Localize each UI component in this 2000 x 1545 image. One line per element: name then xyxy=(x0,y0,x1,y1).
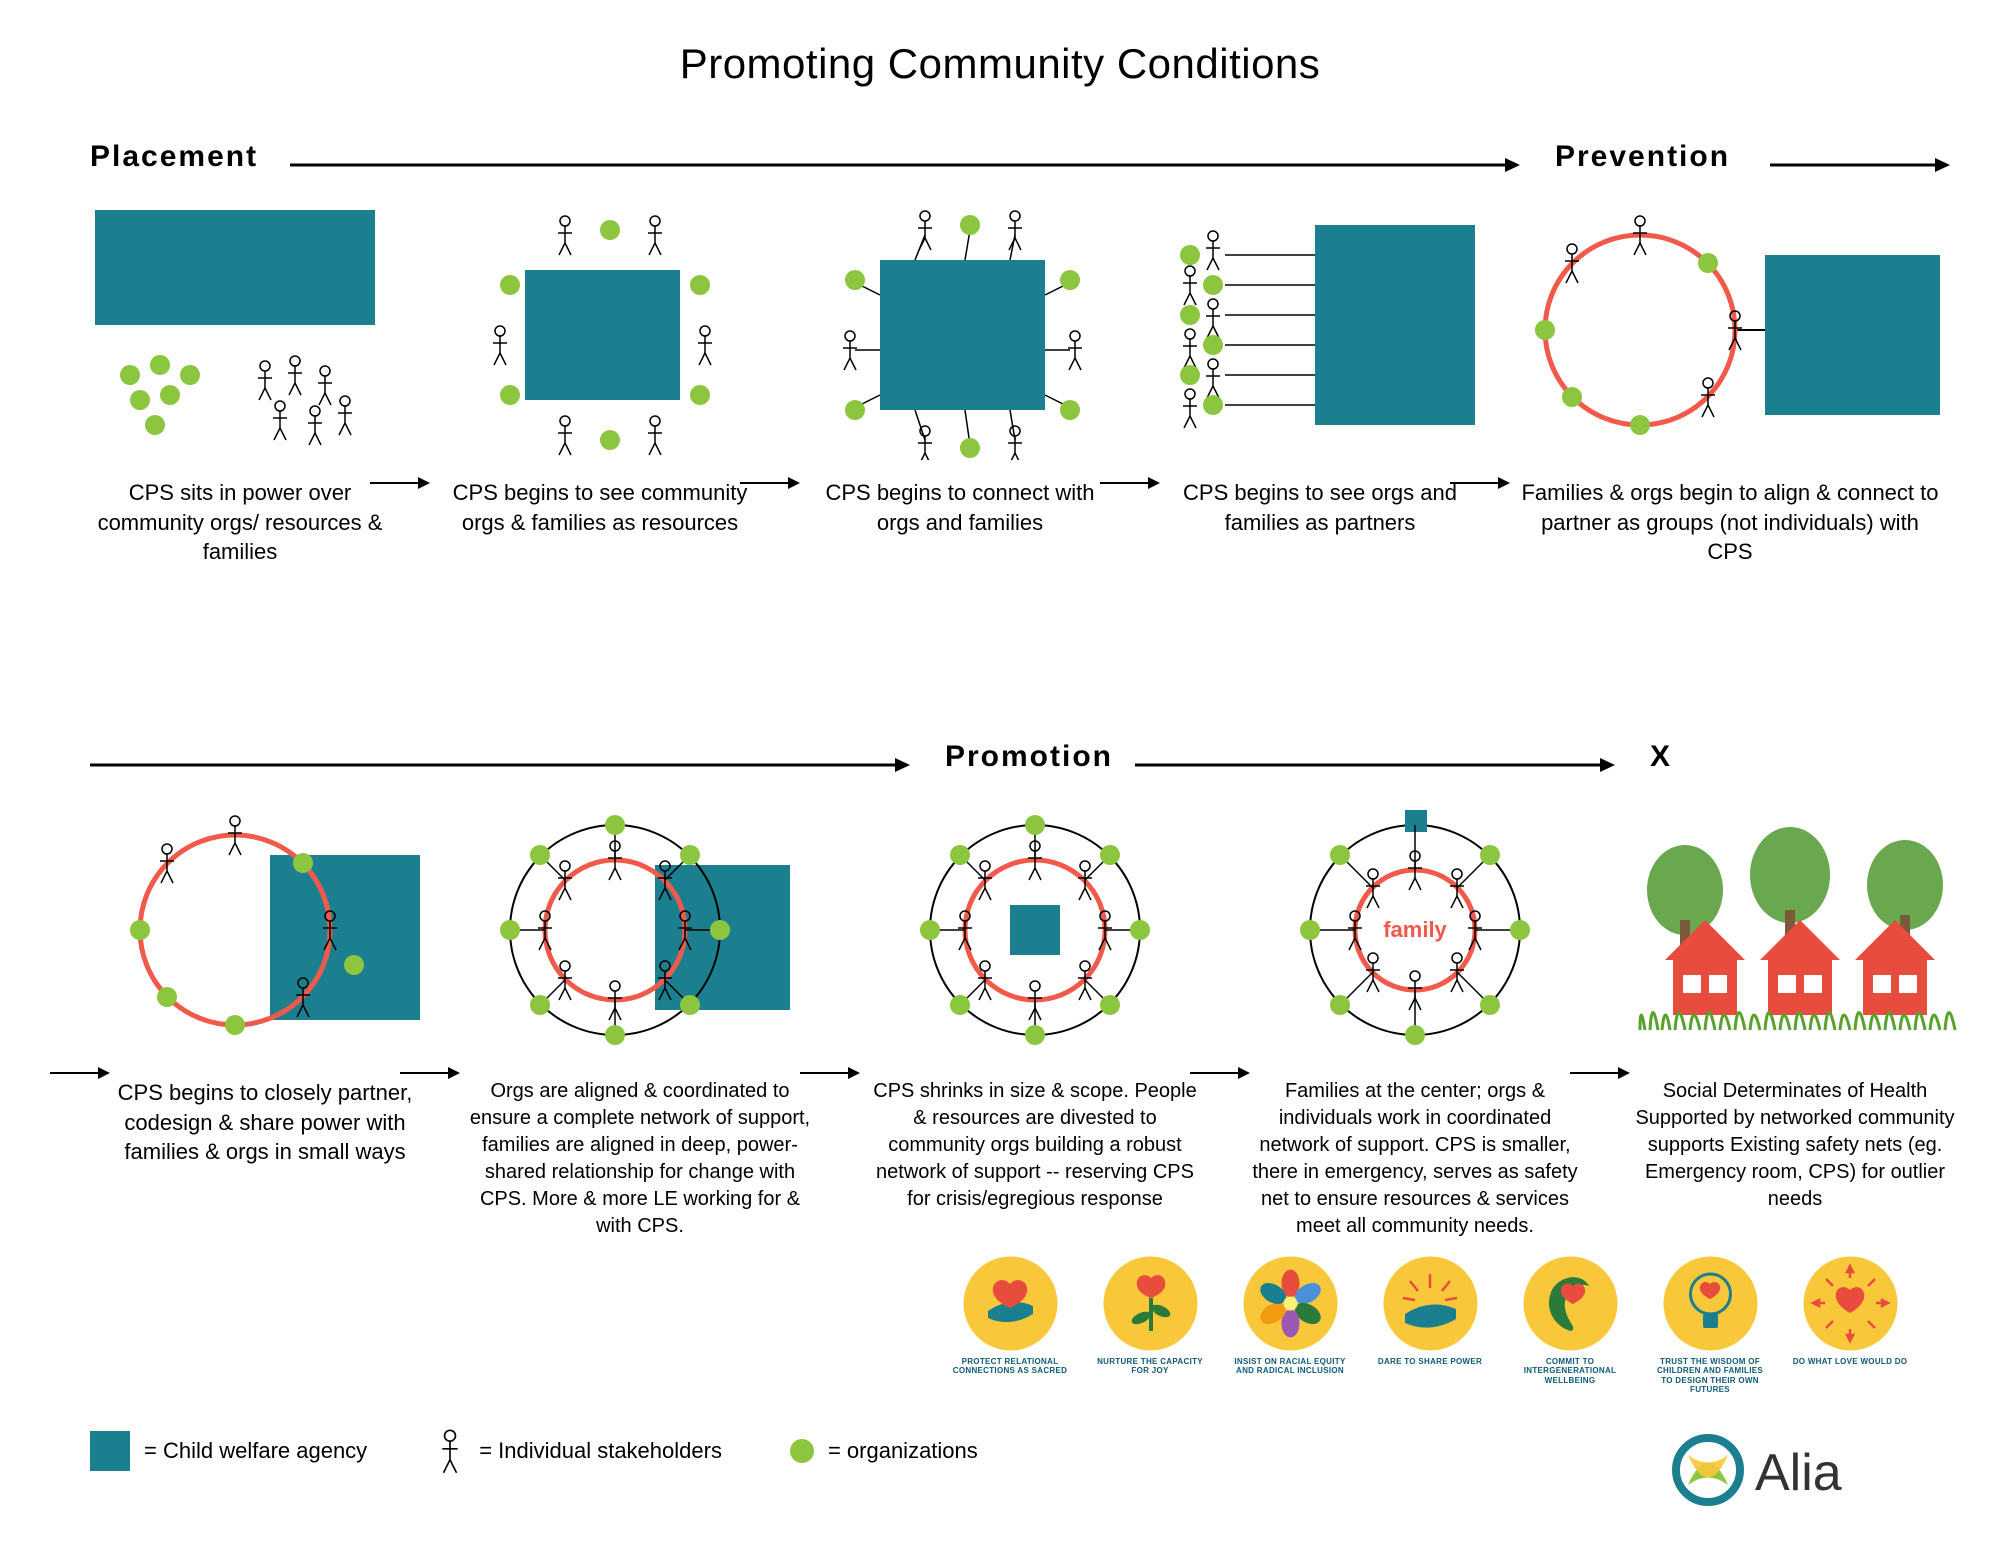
stage-5-caption: Families & orgs begin to align & connect… xyxy=(1520,478,1940,567)
stage-6-caption: CPS begins to closely partner, codesign … xyxy=(110,1078,420,1167)
badge-7-label: DO WHAT LOVE WOULD DO xyxy=(1790,1357,1910,1367)
section-x: X xyxy=(1650,740,1672,774)
section-placement: Placement xyxy=(90,140,258,174)
svg-text:family: family xyxy=(1383,917,1447,942)
badge-7: DO WHAT LOVE WOULD DO xyxy=(1790,1256,1910,1367)
stage-2-diagram xyxy=(450,200,750,460)
badge-1-label: PROTECT RELATIONAL CONNECTIONS AS SACRED xyxy=(950,1357,1070,1376)
stage-1: CPS sits in power over community orgs/ r… xyxy=(90,200,390,567)
stage-7-diagram xyxy=(470,800,810,1060)
legend-org-swatch xyxy=(790,1439,814,1463)
arrow-promotion xyxy=(1135,755,1615,775)
stage-1-caption: CPS sits in power over community orgs/ r… xyxy=(90,478,390,567)
stage-5: Families & orgs begin to align & connect… xyxy=(1520,200,1940,567)
badge-4: DARE TO SHARE POWER xyxy=(1370,1256,1490,1367)
step-arrow-5 xyxy=(50,1065,110,1081)
stage-3-diagram xyxy=(810,200,1110,460)
badge-6-label: TRUST THE WISDOM OF CHILDREN AND FAMILIE… xyxy=(1650,1357,1770,1395)
stage-8-diagram xyxy=(885,800,1185,1060)
stage-10-caption: Social Determinates of Health Supported … xyxy=(1630,1078,1960,1213)
legend-org-label: = organizations xyxy=(828,1438,978,1464)
badge-2: NURTURE THE CAPACITY FOR JOY xyxy=(1090,1256,1210,1376)
stage-7: Orgs are aligned & coordinated to ensure… xyxy=(460,800,820,1240)
stage-5-diagram xyxy=(1520,200,1940,460)
arrow-top-long xyxy=(290,155,1520,175)
badge-5-label: COMMIT TO INTERGENERATIONAL WELLBEING xyxy=(1510,1357,1630,1386)
section-prevention: Prevention xyxy=(1555,140,1730,174)
legend-cps-swatch xyxy=(90,1431,130,1471)
stage-10-diagram xyxy=(1630,800,1960,1060)
stage-2-caption: CPS begins to see community orgs & famil… xyxy=(450,478,750,537)
page-title: Promoting Community Conditions xyxy=(0,40,2000,88)
stage-7-caption: Orgs are aligned & coordinated to ensure… xyxy=(460,1078,820,1240)
svg-text:Alia: Alia xyxy=(1755,1444,1842,1502)
badge-1: PROTECT RELATIONAL CONNECTIONS AS SACRED xyxy=(950,1256,1070,1376)
stage-2: CPS begins to see community orgs & famil… xyxy=(450,200,750,537)
arrow-prevention xyxy=(1770,155,1950,175)
badge-3: INSIST ON RACIAL EQUITY AND RADICAL INCL… xyxy=(1230,1256,1350,1376)
stage-9: family Families at the center; orgs & in… xyxy=(1250,800,1580,1240)
legend-cps-label: = Child welfare agency xyxy=(144,1438,367,1464)
legend: = Child welfare agency = Individual stak… xyxy=(90,1427,978,1475)
badge-4-label: DARE TO SHARE POWER xyxy=(1370,1357,1490,1367)
stage-8-caption: CPS shrinks in size & scope. People & re… xyxy=(870,1078,1200,1213)
stage-6: CPS begins to closely partner, codesign … xyxy=(110,800,420,1167)
stage-4-caption: CPS begins to see orgs and families as p… xyxy=(1165,478,1475,537)
stage-3-caption: CPS begins to connect with orgs and fami… xyxy=(810,478,1110,537)
section-promotion: Promotion xyxy=(945,740,1113,774)
badge-2-label: NURTURE THE CAPACITY FOR JOY xyxy=(1090,1357,1210,1376)
stage-9-diagram: family xyxy=(1265,800,1565,1060)
stage-6-diagram xyxy=(110,800,420,1060)
stage-8: CPS shrinks in size & scope. People & re… xyxy=(870,800,1200,1213)
badge-5: COMMIT TO INTERGENERATIONAL WELLBEING xyxy=(1510,1256,1630,1386)
arrow-row2-left xyxy=(90,755,910,775)
stage-3: CPS begins to connect with orgs and fami… xyxy=(810,200,1110,537)
alia-logo: Alia xyxy=(1670,1430,1910,1515)
stage-1-diagram xyxy=(90,200,390,460)
badge-6: TRUST THE WISDOM OF CHILDREN AND FAMILIE… xyxy=(1650,1256,1770,1395)
stage-4-diagram xyxy=(1165,200,1475,460)
legend-person-icon xyxy=(435,1427,465,1475)
stage-4: CPS begins to see orgs and families as p… xyxy=(1165,200,1475,537)
stage-10: Social Determinates of Health Supported … xyxy=(1630,800,1960,1213)
badge-row: PROTECT RELATIONAL CONNECTIONS AS SACRED… xyxy=(950,1256,1910,1395)
legend-stake-label: = Individual stakeholders xyxy=(479,1438,722,1464)
badge-3-label: INSIST ON RACIAL EQUITY AND RADICAL INCL… xyxy=(1230,1357,1350,1376)
stage-9-caption: Families at the center; orgs & individua… xyxy=(1250,1078,1580,1240)
